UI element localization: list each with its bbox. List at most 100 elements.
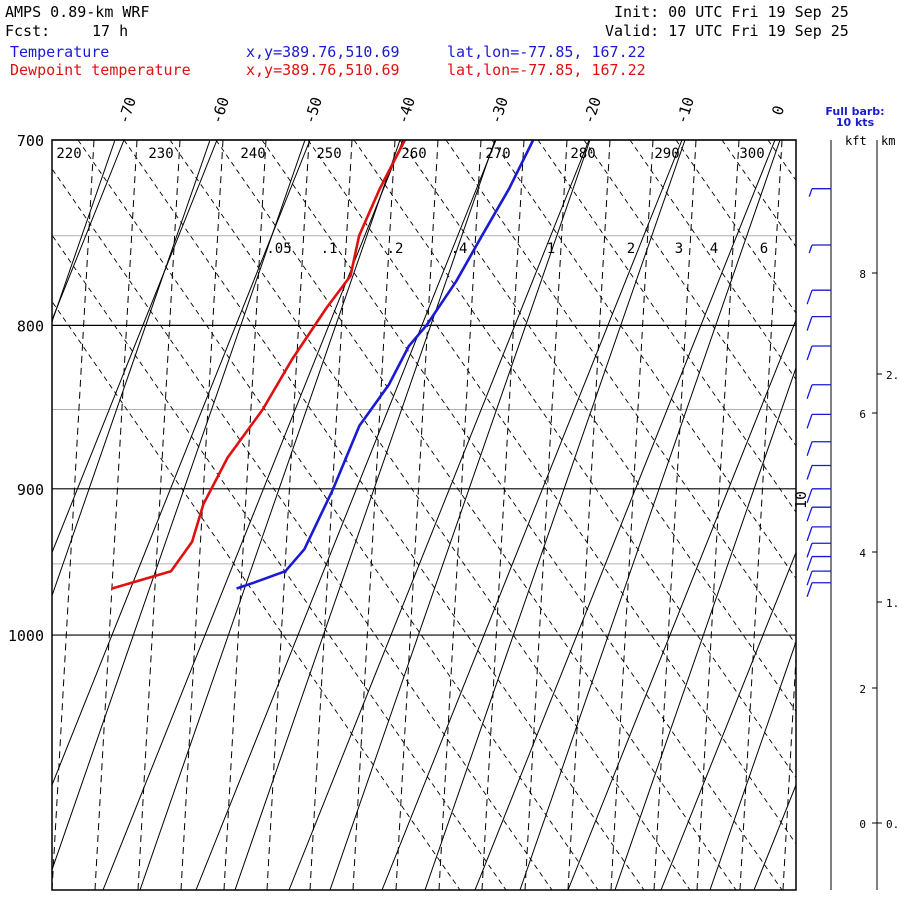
wind-barb-feather [806, 506, 813, 522]
isotherm-line [52, 140, 125, 322]
theta-label: 260 [401, 146, 426, 162]
adiabat-line [709, 640, 796, 890]
wind-barb [806, 555, 831, 571]
legend-temperature: Temperature [10, 43, 110, 61]
isotherm-label: -40 [393, 95, 418, 126]
km-tick-label: 0. [886, 818, 899, 831]
dry-adiabat [77, 140, 599, 890]
barb-legend-title: Full barb: [825, 105, 884, 118]
kft-tick-label: 6 [859, 408, 866, 421]
theta-label: 290 [654, 146, 679, 162]
mixing-ratio-line [180, 140, 224, 890]
wind-barb [808, 188, 831, 197]
kft-tick-label: 0 [859, 818, 866, 831]
wind-barb [806, 464, 831, 480]
mixing-ratio-line [52, 140, 95, 890]
mixing-ratio-line [739, 140, 783, 890]
wind-barb-feather [808, 188, 813, 197]
pressure-label: 1000 [8, 627, 44, 645]
isotherm-line [381, 140, 683, 890]
adiabat-line [139, 140, 401, 890]
wind-barb [806, 289, 831, 305]
temperature-latlon: lat,lon=-77.85, 167.22 [447, 43, 646, 61]
mixing-ratio-line [567, 140, 611, 890]
isotherm-line [660, 551, 796, 890]
theta-label: 280 [570, 146, 595, 162]
forecast-hours: 17 h [92, 22, 129, 40]
isotherm-line [52, 140, 311, 787]
mixing-ratio-label: .1 [321, 241, 338, 257]
wind-barb-feather [806, 582, 813, 597]
wind-barb [806, 413, 831, 429]
theta-label: 230 [148, 146, 173, 162]
wind-barb [806, 506, 831, 522]
isotherm-line [567, 318, 796, 890]
dry-adiabat [767, 140, 796, 182]
dry-adiabat [215, 140, 737, 890]
wind-barb [806, 570, 831, 586]
wind-barb-feather [806, 316, 813, 331]
adiabat-line [52, 140, 116, 324]
forecast-label: Fcst: [5, 22, 51, 40]
adiabat-line [234, 140, 496, 890]
wind-barb [806, 315, 831, 331]
kft-tick-label: 8 [859, 268, 866, 281]
mixing-ratio-line [94, 140, 138, 890]
isotherm-line [474, 140, 776, 890]
isotherm-line [52, 140, 218, 554]
mixing-ratio-line [524, 140, 568, 890]
mixing-ratio-line [309, 140, 353, 890]
wind-barb [806, 441, 831, 456]
wind-barb [806, 488, 831, 504]
isotherm-line [288, 140, 590, 890]
adiabat-line [614, 366, 796, 890]
mixing-ratio-label: 2 [627, 241, 635, 257]
mixing-ratio-line [653, 140, 697, 890]
wind-barb-feather [806, 526, 813, 542]
wind-barb [806, 542, 831, 558]
adiabat-line [329, 140, 591, 890]
mixing-ratio-line [0, 140, 8, 890]
temperature-xy: x,y=389.76,510.69 [246, 43, 400, 61]
pressure-label: 700 [17, 132, 44, 150]
isotherm-label: -20 [579, 95, 604, 126]
valid-time: Valid: 17 UTC Fri 19 Sep 25 [605, 22, 849, 40]
mixing-ratio-line [352, 140, 396, 890]
mixing-ratio-label: .05 [266, 241, 291, 257]
theta-label: 220 [56, 146, 81, 162]
mixing-ratio-label: 6 [760, 241, 768, 257]
legend-dewpoint: Dewpoint temperature [10, 61, 191, 79]
theta-label: 240 [240, 146, 265, 162]
km-tick-label: 1. [886, 597, 899, 610]
adiabat-line [52, 140, 211, 598]
km-tick-label: 2. [886, 369, 899, 382]
wind-barb [808, 244, 831, 254]
dry-adiabat [52, 168, 553, 890]
dry-adiabat [353, 140, 796, 779]
wind-barb-feather [806, 543, 813, 558]
theta-label: 300 [739, 146, 764, 162]
wind-barb-feather [806, 289, 813, 305]
wind-barb [806, 582, 831, 597]
dry-adiabat [860, 140, 900, 890]
theta-label: 250 [316, 146, 341, 162]
adiabat-line [424, 140, 686, 890]
adiabat-line [0, 140, 20, 890]
isotherm-line [847, 140, 900, 890]
wind-barb-feather [806, 384, 813, 399]
mixing-ratio-line [266, 140, 310, 890]
dewpoint-xy: x,y=389.76,510.69 [246, 61, 400, 79]
mixing-ratio-label: .2 [387, 241, 404, 257]
wind-barb-feather [806, 345, 813, 361]
plot-frame [51, 139, 797, 891]
wind-barb-feather [806, 556, 813, 571]
dry-adiabat [537, 140, 796, 513]
kft-tick-label: 4 [859, 547, 866, 560]
kft-tick-label: 2 [859, 683, 866, 696]
adiabat-line [52, 140, 306, 872]
km-label: km [881, 134, 895, 148]
init-time: Init: 00 UTC Fri 19 Sep 25 [614, 3, 849, 21]
dry-adiabat [445, 140, 796, 646]
isotherm-line [0, 140, 31, 890]
kft-label: kft [845, 134, 867, 148]
